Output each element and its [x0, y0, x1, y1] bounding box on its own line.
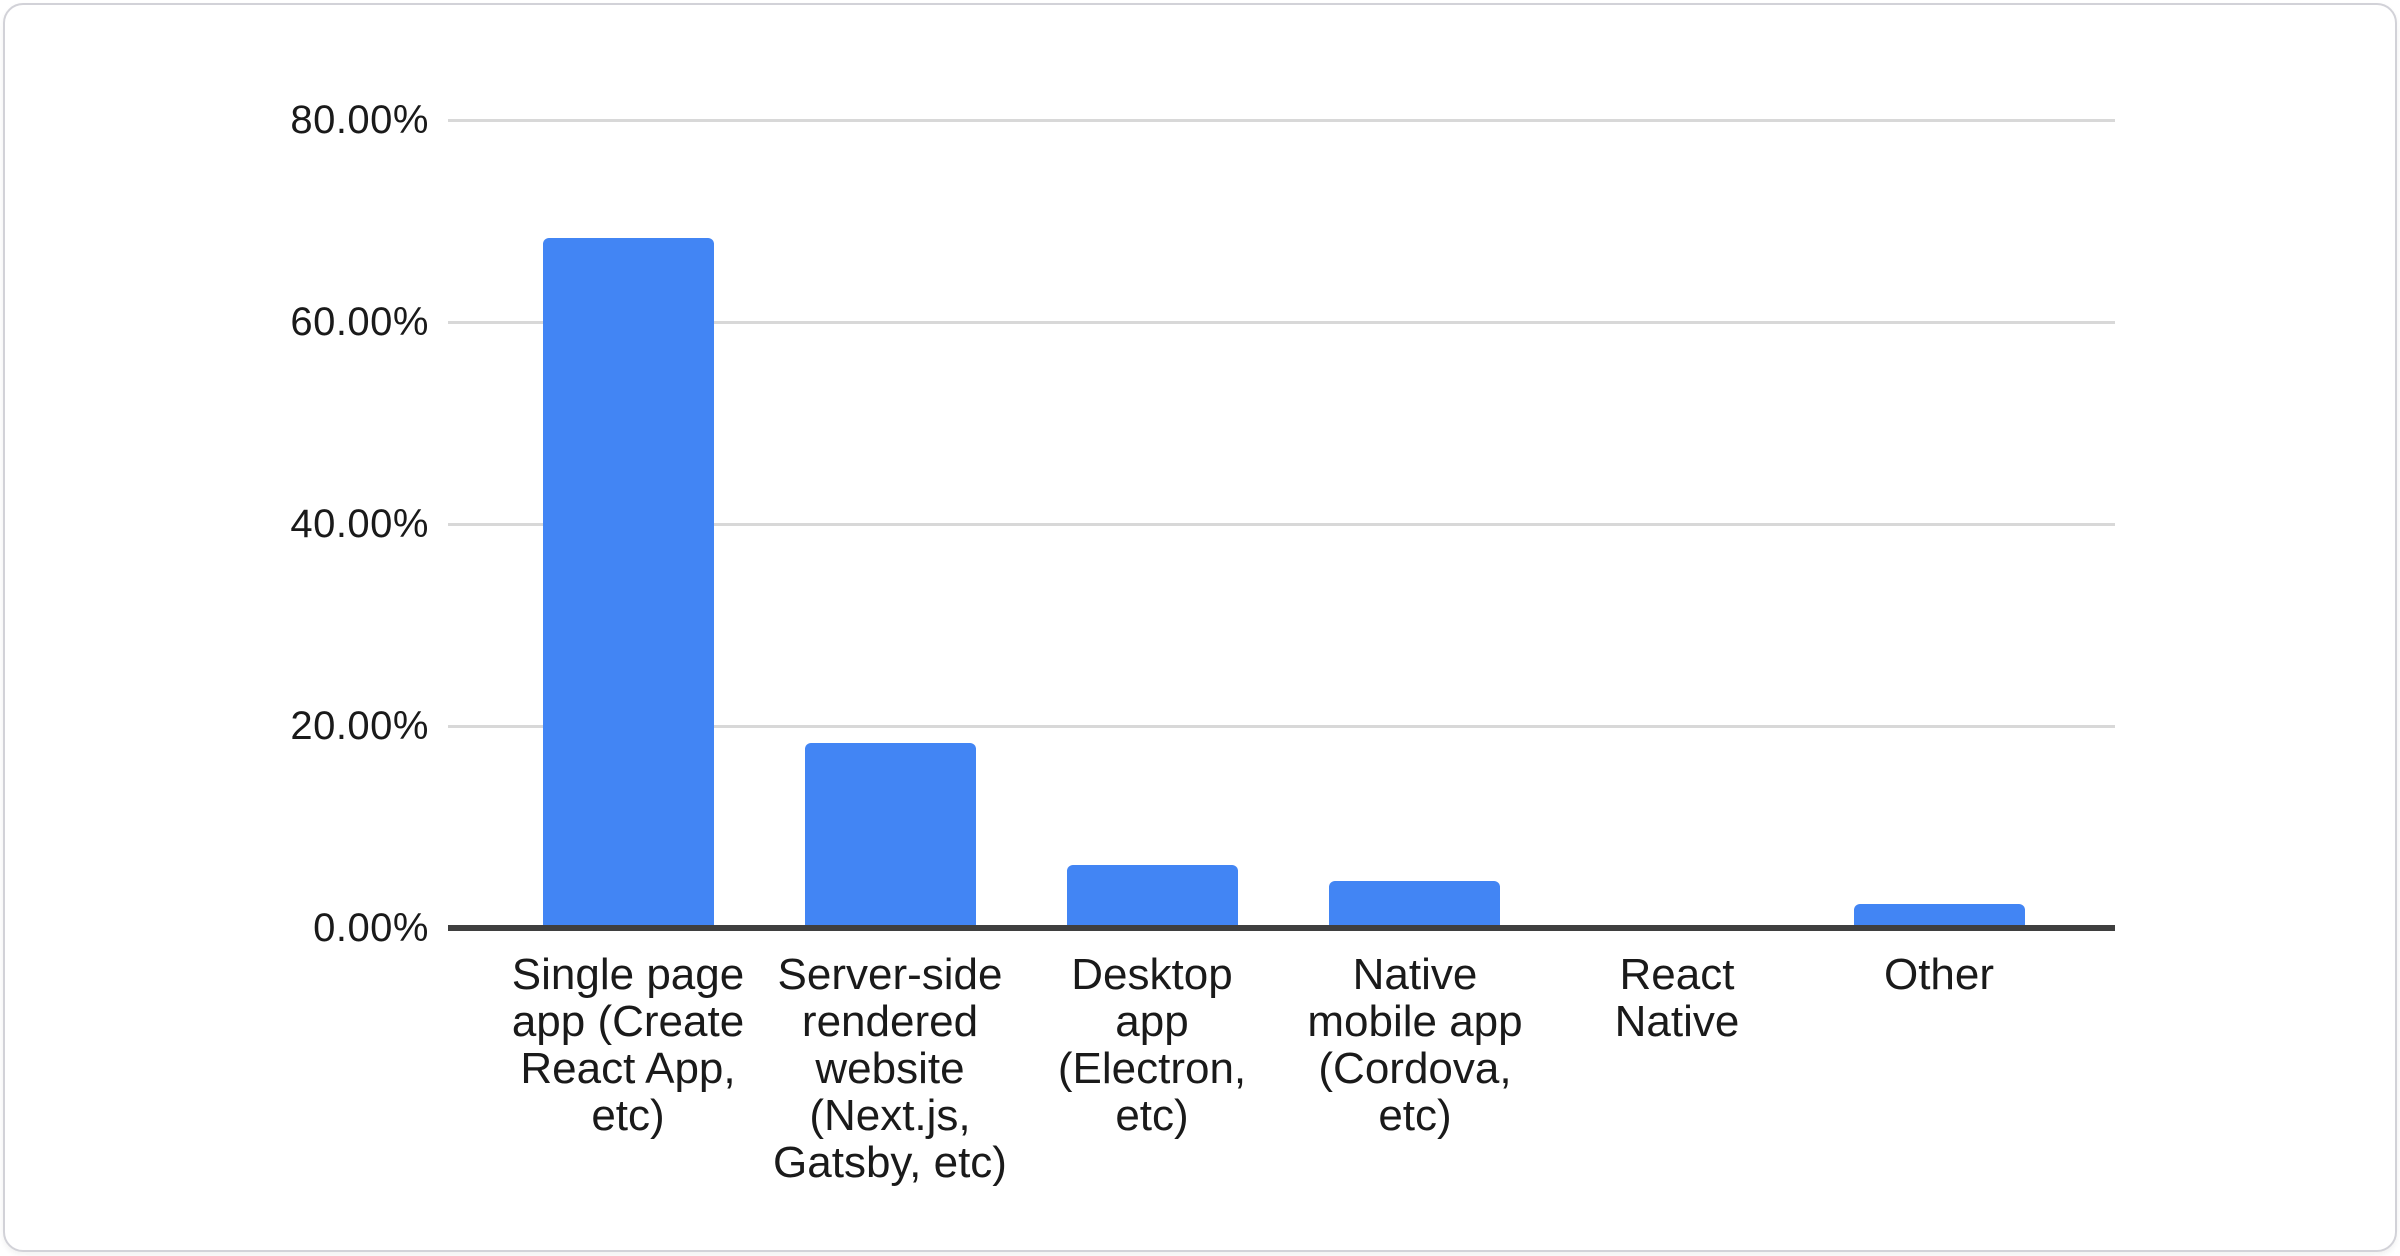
category-label-line: Desktop	[1071, 950, 1233, 999]
y-axis-tick-label: 80.00%	[290, 98, 429, 142]
category-label-line: Server-side	[777, 950, 1003, 999]
category-label-line: Native	[1352, 950, 1478, 999]
category-label-line: etc)	[591, 1091, 665, 1140]
x-axis-line	[448, 925, 2115, 931]
category-label-other: Other	[1789, 951, 2089, 998]
category-label-line: app (Create	[511, 997, 745, 1046]
bar-single-page-app-create-react-app-etc	[543, 238, 714, 928]
category-label-server-side-rendered-website-next-js-gatsby-etc: Server-side rendered website (Next.js, Gatsb…	[740, 951, 1040, 1186]
category-label-line: Single page	[511, 950, 745, 999]
bar-native-mobile-app-cordova-etc	[1329, 881, 1500, 928]
bar-server-side-rendered-website-next-js-gatsby-etc	[805, 743, 976, 928]
y-axis-tick-label: 20.00%	[290, 704, 429, 748]
category-label-react-native: React Native	[1527, 951, 1827, 1045]
category-label-single-page-app-create-react-app-etc: Single page app (Create React App, etc)	[478, 951, 778, 1139]
category-label-line: Native	[1614, 997, 1740, 1046]
gridline	[448, 523, 2115, 526]
bar-desktop-app-electron-etc	[1067, 865, 1238, 928]
category-label-line: rendered	[801, 997, 979, 1046]
y-axis-tick-label: 40.00%	[290, 502, 429, 546]
category-label-line: (Electron,	[1057, 1044, 1247, 1093]
category-label-line: Gatsby, etc)	[773, 1138, 1007, 1187]
category-label-line: (Next.js,	[809, 1091, 971, 1140]
category-label-line: React App,	[520, 1044, 736, 1093]
category-label-line: app	[1115, 997, 1189, 1046]
y-axis-tick-label: 0.00%	[313, 906, 429, 950]
gridline	[448, 321, 2115, 324]
chart-card: 80.00% 60.00% 40.00% 20.00% 0.00% Single page…	[3, 3, 2397, 1252]
bar-chart: 80.00% 60.00% 40.00% 20.00% 0.00% Single page…	[5, 5, 2395, 1250]
y-axis-tick-label: 60.00%	[290, 300, 429, 344]
gridline	[448, 119, 2115, 122]
category-label-line: mobile app	[1307, 997, 1523, 1046]
category-label-line: React	[1619, 950, 1735, 999]
category-label-line: (Cordova,	[1318, 1044, 1512, 1093]
category-label-line: etc)	[1378, 1091, 1452, 1140]
category-label-desktop-app-electron-etc: Desktop app (Electron, etc)	[1002, 951, 1302, 1139]
category-label-line: website	[815, 1044, 965, 1093]
gridline	[448, 725, 2115, 728]
category-label-native-mobile-app-cordova-etc: Native mobile app (Cordova, etc)	[1265, 951, 1565, 1139]
category-label-line: Other	[1883, 950, 1995, 999]
category-label-line: etc)	[1115, 1091, 1189, 1140]
bar-other	[1854, 904, 2025, 928]
